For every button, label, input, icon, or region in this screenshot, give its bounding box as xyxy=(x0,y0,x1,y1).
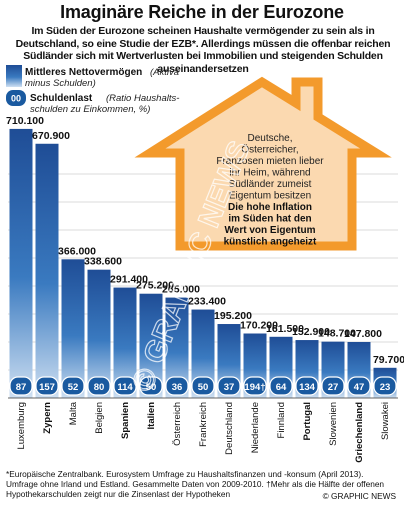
bar-value-label: 152.900 xyxy=(292,326,330,338)
legend-note: (Ratio Haushalts- xyxy=(106,93,179,104)
footnote: *Europäische Zentralbank. Eurosystem Umf… xyxy=(6,469,402,499)
x-tick-label: Frankreich xyxy=(198,402,209,447)
house-text-bold-line: Wert von Eigentum xyxy=(225,225,316,236)
debt-badge xyxy=(347,376,371,396)
debt-badge xyxy=(269,376,293,396)
bar xyxy=(165,297,189,398)
x-tick-label: Malta xyxy=(68,401,79,425)
house-text-line: Deutsche, xyxy=(247,133,292,144)
debt-badge xyxy=(139,376,163,396)
debt-badge xyxy=(295,376,319,396)
bar-value-label: 366.000 xyxy=(58,245,96,257)
debt-badge xyxy=(35,376,59,396)
debt-badge-label: 36 xyxy=(172,382,183,393)
x-tick-label: Österreich xyxy=(172,402,183,446)
house-text-bold-line: künstlich angeheizt xyxy=(224,237,317,248)
house-text-line: Österreicher, xyxy=(241,144,298,156)
bar xyxy=(139,293,163,398)
debt-badge-label: 80 xyxy=(94,382,105,393)
x-tick-label: Luxemburg xyxy=(16,402,27,450)
bar-value-label: 147.800 xyxy=(344,328,382,340)
debt-badge xyxy=(217,376,241,396)
debt-badge-label: 47 xyxy=(354,382,365,393)
bar-value-label: 170.200 xyxy=(240,320,278,332)
x-tick-label: Belgien xyxy=(94,402,105,434)
x-tick-label: Griechenland xyxy=(354,402,365,463)
legend-swatch-bar xyxy=(6,65,22,87)
x-tick-label: Italien xyxy=(146,402,157,430)
x-tick-label: Slowenien xyxy=(328,402,339,446)
bar-value-label: 670.900 xyxy=(32,130,70,142)
debt-badge xyxy=(87,376,111,396)
bar xyxy=(35,143,59,398)
debt-badge-label: 37 xyxy=(224,382,235,393)
bar-value-label: 265.000 xyxy=(162,284,200,296)
bar-value-label: 275.200 xyxy=(136,280,174,292)
footnote-line: Hypothekarschulden zeigt nur die Zinsenl… xyxy=(6,489,231,499)
credit: © GRAPHIC NEWS xyxy=(322,491,396,501)
debt-badge xyxy=(113,376,137,396)
chart-subtitle: Im Süden der Eurozone scheinen Haushalte… xyxy=(15,25,391,75)
debt-badge-label: 50 xyxy=(198,382,209,393)
house-text-line: Franzosen mieten lieber xyxy=(216,156,324,167)
debt-badge xyxy=(243,376,267,396)
legend-label: Schuldenlast xyxy=(30,93,93,104)
footnote-line: Umfrage ohne Irland und Estland. Gesamme… xyxy=(6,479,385,489)
x-tick-label: Niederlande xyxy=(250,402,261,453)
debt-badge-label: 134 xyxy=(299,382,316,393)
legend: Mittleres Nettovermögen (Aktiva minus Schu… xyxy=(6,65,179,115)
bar-value-label: 291.400 xyxy=(110,274,148,286)
x-tick-label: Slowakei xyxy=(380,402,391,440)
bar xyxy=(61,259,85,398)
legend-note: schulden zu Einkommen, %) xyxy=(30,104,150,115)
legend-label: Mittleres Nettovermögen xyxy=(25,67,142,78)
house-illustration: Deutsche,Österreicher,Franzosen mieten l… xyxy=(134,76,392,251)
debt-badge-label: 87 xyxy=(16,382,27,393)
debt-badge xyxy=(165,376,189,396)
house-text-line: Südländer zumeist xyxy=(229,179,312,190)
bar-value-label: 233.400 xyxy=(188,296,226,308)
legend-badge-label: 00 xyxy=(11,94,21,104)
debt-badge-label: 52 xyxy=(68,382,79,393)
bar xyxy=(113,287,137,398)
house-text-line: ihr Heim, während xyxy=(229,168,310,179)
bar xyxy=(9,128,33,398)
bar xyxy=(87,269,111,398)
x-tick-label: Finnland xyxy=(276,402,287,438)
x-tick-label: Deutschland xyxy=(224,402,235,455)
bar-value-label: 338.600 xyxy=(84,256,122,268)
x-tick-label: Zypern xyxy=(42,402,53,434)
bar xyxy=(191,309,215,398)
bar-value-label: 148.700 xyxy=(318,328,356,340)
debt-badge xyxy=(373,376,397,396)
debt-badge-label: 157 xyxy=(39,382,55,393)
debt-badge-label: 64 xyxy=(276,382,287,393)
debt-badge-label: 194† xyxy=(244,382,265,393)
house-text-bold-line: im Süden hat den xyxy=(228,214,311,225)
bar-value-label: 161.500 xyxy=(266,323,304,335)
x-tick-label: Spanien xyxy=(120,402,131,439)
debt-badge-label: 50 xyxy=(146,382,157,393)
bar-value-label: 79.700 xyxy=(373,354,404,366)
debt-badge-label: 23 xyxy=(380,382,391,393)
house-text-bold-line: Die hohe Inflation xyxy=(228,202,312,213)
debt-badge xyxy=(61,376,85,396)
bar-value-label: 710.100 xyxy=(6,115,44,127)
x-tick-label: Portugal xyxy=(302,402,313,441)
legend-note: minus Schulden) xyxy=(25,78,96,89)
bar-value-label: 195.200 xyxy=(214,310,252,322)
legend-note: (Aktiva xyxy=(150,67,179,78)
house-shape xyxy=(134,76,392,251)
debt-badge-label: 114 xyxy=(117,382,133,393)
legend-badge xyxy=(6,90,26,106)
footnote-line: *Europäische Zentralbank. Eurosystem Umf… xyxy=(6,469,364,479)
debt-badge xyxy=(9,376,33,396)
debt-badge xyxy=(191,376,215,396)
debt-badge xyxy=(321,376,345,396)
house-text-line: Eigentum besitzen xyxy=(229,191,311,202)
debt-badge-label: 27 xyxy=(328,382,339,393)
chart-title: Imaginäre Reiche in der Eurozone xyxy=(60,2,344,22)
